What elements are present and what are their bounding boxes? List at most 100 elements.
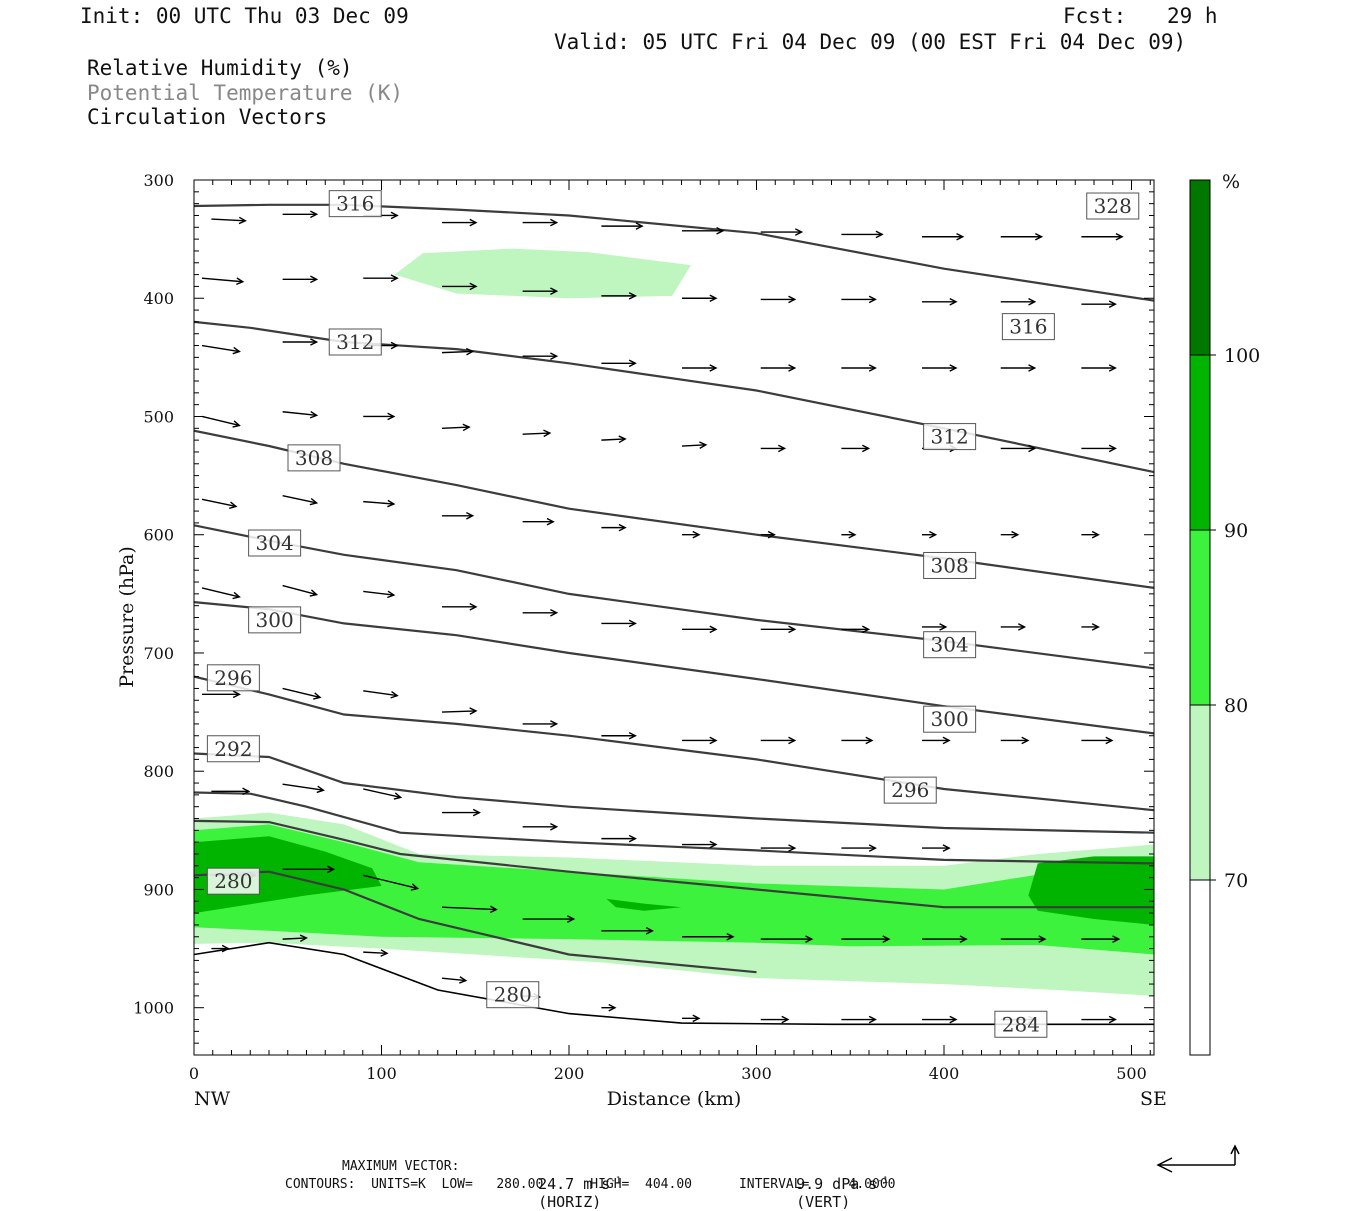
x-tick-label: 300 — [741, 1064, 772, 1083]
circulation-vector — [363, 499, 396, 508]
circulation-vector — [841, 295, 877, 304]
circulation-vector — [601, 834, 637, 843]
contour-label-312: 312 — [923, 423, 977, 451]
x-tick-label: 100 — [366, 1064, 397, 1083]
circulation-vector — [682, 294, 718, 303]
circulation-vector — [922, 297, 958, 306]
colorbar-segment — [1189, 529, 1211, 706]
circulation-vector — [442, 512, 475, 520]
contour-label-text: 300 — [256, 608, 294, 632]
circulation-vector — [201, 415, 241, 428]
circulation-vector — [1081, 736, 1114, 745]
circulation-vector — [522, 429, 552, 438]
circulation-vector — [522, 218, 559, 227]
circulation-vector — [363, 274, 399, 282]
circulation-vector — [841, 935, 891, 943]
circulation-vector — [1081, 935, 1121, 943]
y-tick-label: 600 — [143, 526, 174, 545]
contour-label-text: 308 — [295, 446, 333, 470]
circulation-vectors — [201, 210, 1124, 1024]
circulation-vector — [282, 783, 325, 794]
circulation-vector — [202, 690, 241, 699]
contour-label-300: 300 — [923, 705, 977, 733]
y-tick-label: 300 — [143, 171, 174, 190]
colorbar-segment — [1189, 704, 1211, 881]
contour-label-text: 304 — [931, 633, 969, 657]
contour-label-text: 312 — [931, 425, 969, 449]
circulation-vector — [282, 210, 319, 219]
contour-label-text: 316 — [1009, 315, 1047, 339]
circulation-vector — [522, 720, 559, 728]
circulation-vector — [1000, 935, 1047, 943]
circulation-vector — [282, 687, 322, 700]
rh-region-90-100-4 — [606, 898, 682, 911]
circulation-vector — [601, 435, 627, 444]
contour-label-296: 296 — [206, 664, 260, 692]
contour-label-280: 280 — [206, 867, 260, 895]
circulation-vector — [522, 287, 559, 295]
contour-label-308: 308 — [287, 444, 341, 472]
circulation-vector — [1081, 444, 1117, 453]
colorbar-level-label: 80 — [1224, 695, 1248, 717]
circulation-vector — [441, 976, 468, 984]
circulation-vector — [1081, 1015, 1117, 1024]
init-time: Init: 00 UTC Thu 03 Dec 09 — [80, 4, 409, 28]
circulation-vector — [601, 731, 637, 740]
circulation-vector — [522, 352, 559, 360]
circulation-vector — [363, 949, 389, 957]
theta-contour-292 — [194, 752, 1154, 834]
circulation-vector — [760, 935, 814, 943]
contour-label-text: 296 — [214, 666, 252, 690]
axis-ticks: 0 100 200 300 400 500 300 400 500 600 700 800 900 100… — [133, 171, 1154, 1083]
circulation-vector — [760, 228, 804, 236]
circulation-vector — [682, 1014, 701, 1023]
circulation-vector — [601, 222, 644, 230]
circulation-vector — [760, 295, 797, 304]
theta-contour-296 — [194, 675, 1154, 812]
circulation-vector — [682, 227, 725, 235]
circulation-vector — [282, 495, 319, 506]
horiz-tag: (HORIZ) — [538, 1193, 602, 1211]
circulation-vector — [282, 584, 319, 597]
y-axis-label: Pressure (hPa) — [116, 546, 138, 688]
contour-label-text: 296 — [891, 778, 929, 802]
contour-label-text: 292 — [214, 737, 252, 761]
circulation-vector — [522, 608, 559, 617]
circulation-vector — [201, 587, 241, 600]
y-tick-label: 400 — [143, 289, 174, 308]
circulation-vector — [922, 623, 948, 631]
circulation-vector — [211, 787, 251, 796]
circulation-vector — [601, 619, 637, 628]
circulation-vector — [441, 905, 498, 914]
circulation-vector — [282, 275, 319, 284]
circulation-vector — [841, 625, 871, 634]
circulation-vector — [681, 441, 708, 449]
circulation-vector — [282, 865, 336, 874]
circulation-vector — [682, 840, 718, 849]
colorbar-level-label: 100 — [1224, 345, 1260, 367]
contour-label-304: 304 — [248, 529, 302, 557]
contour-label-text: 300 — [931, 707, 969, 731]
contour-label-304: 304 — [923, 631, 977, 659]
circulation-vector — [442, 282, 478, 291]
circulation-vector — [522, 517, 555, 526]
circulation-vector — [922, 232, 965, 241]
forecast-hour-value: 29 h — [1167, 4, 1218, 28]
circulation-vector — [601, 292, 637, 300]
theta-contour-316 — [194, 203, 1154, 302]
contour-label-text: 280 — [214, 869, 252, 893]
theta-contour-288 — [194, 791, 1154, 865]
y-tick-label: 500 — [143, 407, 174, 426]
circulation-vector — [1000, 232, 1044, 241]
circulation-vector — [760, 736, 797, 745]
circulation-vector — [760, 625, 797, 634]
vert-tag: (VERT) — [796, 1193, 851, 1211]
circulation-vector — [1081, 364, 1117, 372]
contour-label-316: 316 — [328, 190, 382, 218]
circulation-vector — [841, 230, 884, 239]
contour-label-280: 280 — [486, 981, 540, 1009]
circulation-vector — [601, 927, 654, 935]
circulation-vector — [442, 808, 481, 817]
circulation-vector — [601, 359, 637, 368]
circulation-vector — [760, 1015, 790, 1024]
